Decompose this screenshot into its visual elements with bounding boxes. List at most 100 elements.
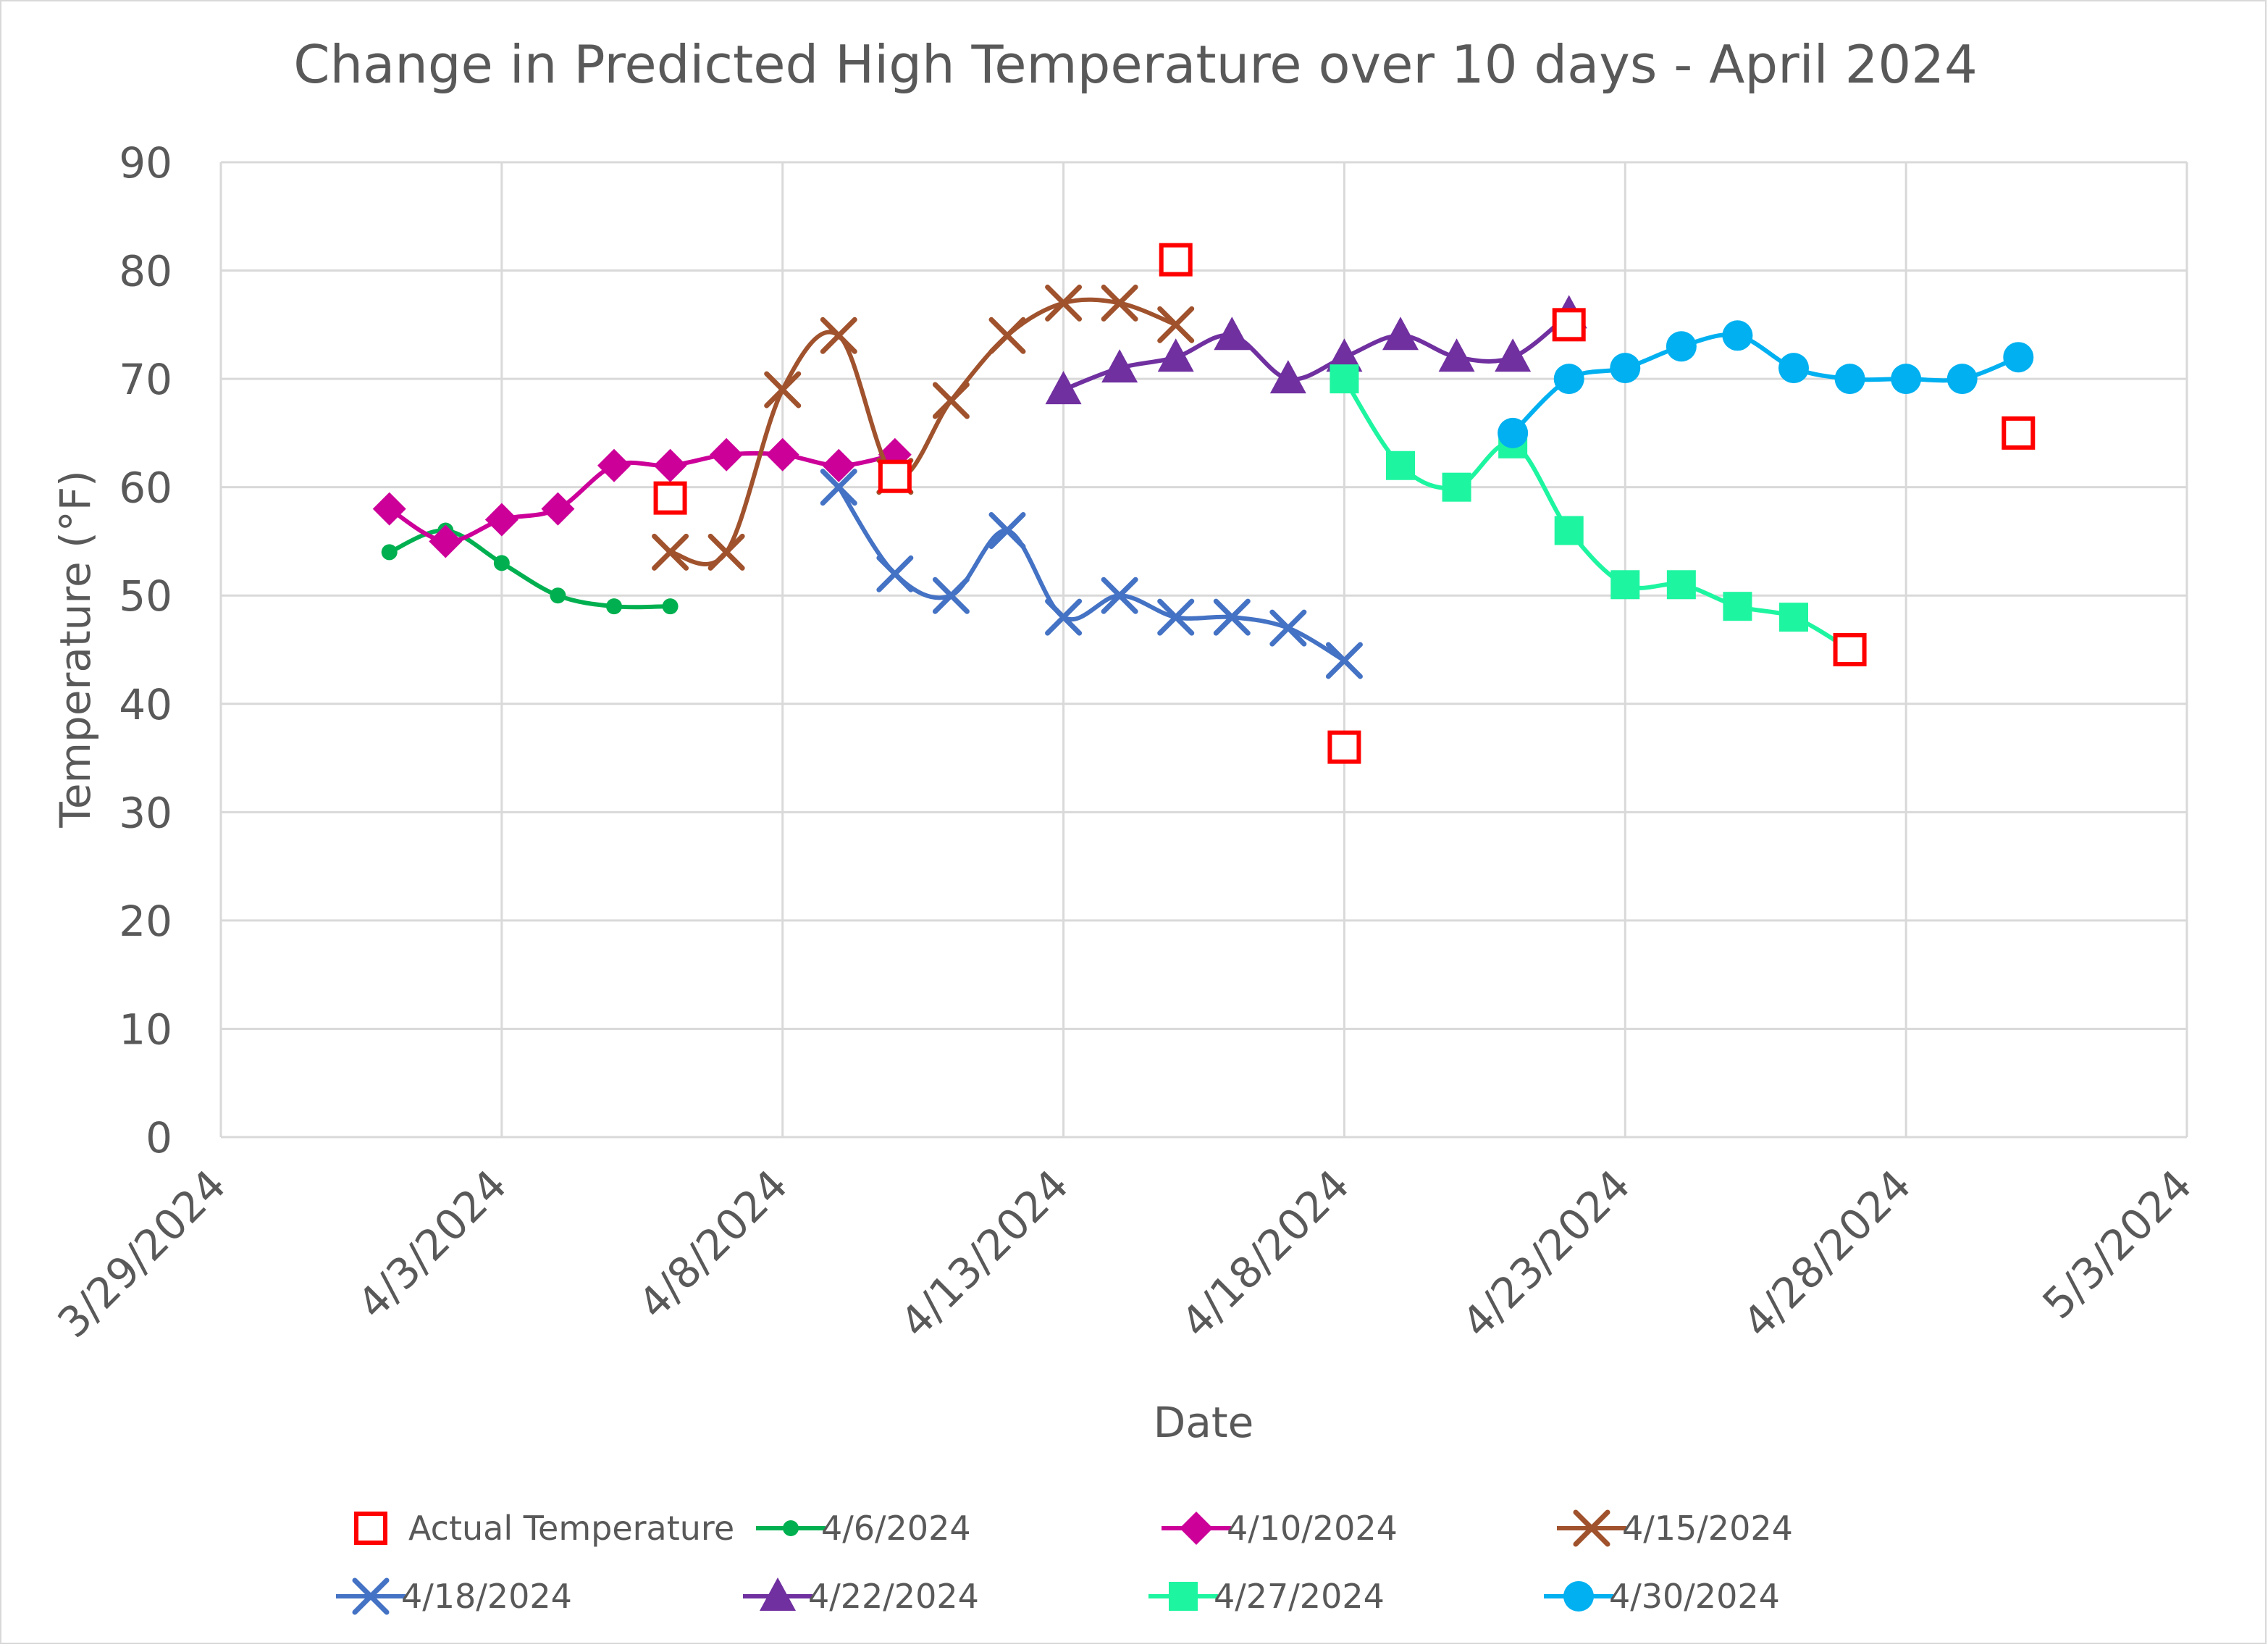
x-tick-label: 4/3/2024	[348, 1160, 516, 1328]
data-point	[1498, 417, 1529, 448]
data-point	[1213, 598, 1251, 636]
x-tick-label: 4/23/2024	[1453, 1160, 1639, 1347]
data-point	[1891, 364, 1922, 395]
y-tick-label: 90	[119, 138, 172, 188]
data-point	[1722, 320, 1753, 351]
legend-swatch-marker	[352, 1577, 390, 1615]
data-point	[822, 448, 856, 482]
data-point	[1779, 603, 1808, 632]
y-tick-label: 20	[119, 897, 172, 946]
data-point	[820, 317, 857, 354]
data-point	[1438, 338, 1475, 372]
data-point	[1045, 371, 1082, 405]
series-line	[1511, 332, 2020, 435]
x-axis-title: Date	[1154, 1398, 1254, 1447]
data-point	[1045, 598, 1083, 636]
data-point	[1553, 364, 1584, 395]
data-point	[1269, 609, 1307, 647]
data-point	[710, 437, 744, 472]
series-4-10-2024	[372, 437, 912, 558]
legend: Actual Temperature 4/6/2024 4/10/2024 4/15/…	[336, 1509, 1793, 1616]
data-point	[1778, 353, 1809, 384]
legend-swatch-marker	[1573, 1509, 1610, 1547]
series-4-15-2024	[652, 284, 1195, 571]
legend-swatch-marker	[1169, 1582, 1198, 1611]
data-point	[1610, 570, 1640, 600]
legend-item: 4/22/2024	[743, 1577, 979, 1616]
legend-label: 4/6/2024	[821, 1509, 971, 1548]
data-point	[493, 555, 510, 571]
y-tick-label: 60	[119, 464, 172, 513]
data-point	[932, 382, 970, 419]
series-line	[1342, 377, 1852, 652]
legend-swatch-marker	[1563, 1581, 1594, 1612]
data-point	[1269, 360, 1306, 394]
y-tick-label: 30	[119, 788, 172, 837]
legend-label: 4/27/2024	[1214, 1577, 1385, 1616]
data-point	[878, 459, 912, 493]
data-point	[765, 437, 799, 472]
x-tick-label: 3/29/2024	[49, 1160, 235, 1347]
data-point	[988, 317, 1026, 354]
data-point	[1946, 364, 1978, 395]
data-point	[653, 481, 687, 515]
data-point	[932, 577, 970, 614]
series-layer	[372, 243, 2036, 764]
data-point	[1666, 570, 1696, 600]
x-tick-label: 5/3/2024	[2033, 1160, 2201, 1328]
legend-label: 4/18/2024	[401, 1577, 572, 1616]
y-tick-label: 0	[146, 1113, 172, 1162]
data-point	[1495, 338, 1532, 372]
legend-swatch-marker	[1180, 1512, 1213, 1545]
data-point	[876, 555, 914, 592]
legend-item: 4/15/2024	[1557, 1509, 1793, 1548]
data-point	[653, 448, 687, 482]
grid-layer	[219, 161, 2188, 1139]
data-point	[606, 598, 622, 615]
x-tick-label: 4/28/2024	[1734, 1160, 1920, 1347]
legend-item: 4/10/2024	[1162, 1509, 1398, 1548]
data-point	[1386, 450, 1415, 480]
data-point	[541, 492, 575, 526]
series-line	[388, 450, 896, 544]
legend-label: 4/22/2024	[808, 1577, 979, 1616]
data-point	[2002, 416, 2036, 450]
legend-item: Actual Temperature	[354, 1509, 734, 1548]
series-line	[836, 486, 1345, 663]
data-point	[662, 598, 679, 615]
legend-label: 4/15/2024	[1622, 1509, 1793, 1548]
x-tick-label: 4/13/2024	[891, 1160, 1078, 1347]
data-point	[1610, 353, 1641, 384]
data-point	[988, 511, 1026, 549]
data-point	[1214, 317, 1251, 351]
data-point	[764, 371, 802, 408]
legend-label: Actual Temperature	[408, 1509, 734, 1548]
legend-label: 4/30/2024	[1609, 1577, 1780, 1616]
chart-title: Change in Predicted High Temperature ove…	[293, 34, 1978, 95]
y-tick-label: 10	[119, 1005, 172, 1054]
series-line	[1062, 312, 1571, 392]
data-point	[1325, 642, 1363, 679]
data-point	[381, 544, 398, 561]
data-point	[550, 587, 566, 604]
data-point	[1157, 306, 1195, 343]
x-tick-label: 4/8/2024	[629, 1160, 797, 1328]
data-point	[652, 533, 689, 571]
y-tick-label: 80	[119, 247, 172, 296]
data-point	[1101, 577, 1138, 614]
legend-item: 4/27/2024	[1148, 1577, 1385, 1616]
data-point	[372, 492, 406, 526]
data-point	[1554, 516, 1584, 545]
data-point	[484, 503, 518, 537]
data-point	[597, 448, 631, 482]
data-point	[1723, 592, 1752, 621]
data-point	[1157, 338, 1194, 372]
legend-item: 4/18/2024	[336, 1577, 572, 1616]
data-point	[1101, 349, 1138, 383]
y-tick-label: 40	[119, 680, 172, 729]
data-point	[1157, 598, 1195, 636]
y-tick-layer: 0 10 20 30 40 50 60 70 80 90	[119, 138, 172, 1162]
series-4-27-2024	[1330, 364, 1865, 664]
series-actual-temperature	[653, 243, 2036, 764]
series-4-18-2024	[820, 469, 1363, 679]
